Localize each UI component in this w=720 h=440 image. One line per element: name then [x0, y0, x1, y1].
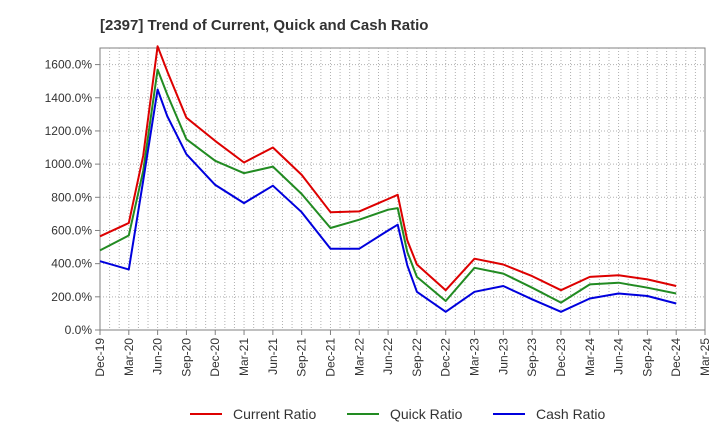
- x-tick-label: Sep-20: [179, 338, 193, 377]
- y-axis-ticks: 0.0% 200.0% 400.0% 600.0% 800.0% 1000.0% 1200.…: [45, 58, 100, 337]
- y-tick-label: 1400.0%: [45, 91, 93, 105]
- y-tick-label: 400.0%: [51, 257, 92, 271]
- x-axis-ticks: Dec-19 Mar-20 Jun-20 Sep-20 Dec-20 Mar-21 Jun-…: [93, 330, 712, 377]
- x-tick-label: Mar-20: [122, 338, 136, 376]
- y-tick-label: 1600.0%: [45, 58, 93, 72]
- x-tick-label: Jun-24: [612, 338, 626, 375]
- x-tick-label: Mar-23: [468, 338, 482, 376]
- x-tick-label: Dec-22: [439, 338, 453, 377]
- y-tick-label: 0.0%: [65, 323, 93, 337]
- legend-label-quick-ratio: Quick Ratio: [390, 406, 463, 422]
- x-tick-label: Sep-24: [640, 338, 654, 377]
- legend-label-cash-ratio: Cash Ratio: [536, 406, 605, 422]
- legend-item-current-ratio: Current Ratio: [190, 406, 316, 422]
- y-tick-label: 1000.0%: [45, 157, 93, 171]
- y-tick-label: 1200.0%: [45, 124, 93, 138]
- x-tick-label: Dec-20: [208, 338, 222, 377]
- series-line-cash-ratio: [99, 88, 677, 313]
- x-tick-label: Mar-25: [698, 338, 712, 376]
- grid-lines: [100, 48, 705, 330]
- y-tick-label: 600.0%: [51, 223, 92, 237]
- x-tick-label: Sep-22: [410, 338, 424, 377]
- x-tick-label: Mar-21: [237, 338, 251, 376]
- legend-label-current-ratio: Current Ratio: [233, 406, 316, 422]
- x-tick-label: Jun-20: [151, 338, 165, 375]
- chart-title: [2397] Trend of Current, Quick and Cash …: [100, 17, 428, 34]
- legend: Current Ratio Quick Ratio Cash Ratio: [190, 406, 605, 422]
- series-line-current-ratio: [99, 45, 677, 292]
- x-tick-label: Dec-23: [554, 338, 568, 377]
- plot-area: [99, 47, 706, 331]
- series-lines: [99, 45, 677, 313]
- legend-item-quick-ratio: Quick Ratio: [347, 406, 463, 422]
- series-line-quick-ratio: [99, 68, 677, 304]
- x-tick-label: Sep-23: [525, 338, 539, 377]
- x-tick-label: Dec-24: [669, 338, 683, 377]
- x-tick-label: Jun-22: [381, 338, 395, 375]
- x-tick-label: Jun-23: [496, 338, 510, 375]
- x-tick-label: Sep-21: [295, 338, 309, 377]
- x-tick-label: Mar-22: [352, 338, 366, 376]
- y-tick-label: 800.0%: [51, 190, 92, 204]
- x-tick-label: Jun-21: [266, 338, 280, 375]
- y-tick-label: 200.0%: [51, 290, 92, 304]
- x-tick-label: Dec-19: [93, 338, 107, 377]
- x-tick-label: Mar-24: [583, 338, 597, 376]
- x-tick-label: Dec-21: [323, 338, 337, 377]
- legend-item-cash-ratio: Cash Ratio: [493, 406, 605, 422]
